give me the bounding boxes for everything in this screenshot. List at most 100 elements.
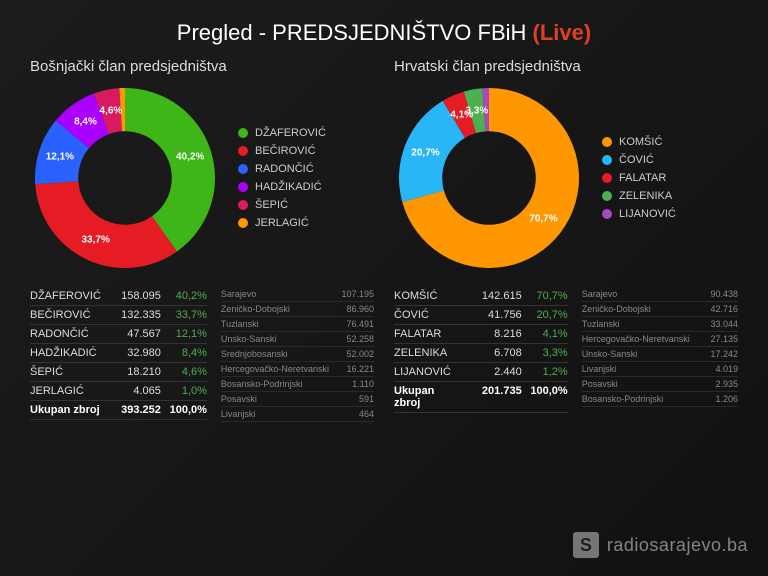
region-value: 90.438 [694, 289, 738, 299]
panel-title: Bošnjački član predsjedništva [30, 58, 374, 75]
legend-item: ŠEPIĆ [238, 199, 326, 211]
region-value: 17.242 [694, 349, 738, 359]
donut-chart: 70,7%20,7%4,1%3,3% [394, 83, 584, 273]
regions-table: Sarajevo 90.438 Zeničko-Dobojski 42.716 … [582, 287, 738, 413]
candidate-name: ZELENIKA [394, 347, 462, 359]
candidate-name: BEČIROVIĆ [30, 309, 101, 321]
region-value: 107.195 [330, 289, 374, 299]
region-value: 76.491 [330, 319, 374, 329]
legend: DŽAFEROVIĆ BEČIROVIĆ RADONČIĆ HADŽIKADIĆ… [238, 127, 326, 229]
legend-label: RADONČIĆ [255, 163, 314, 175]
candidate-name: DŽAFEROVIĆ [30, 290, 101, 302]
legend-item: DŽAFEROVIĆ [238, 127, 326, 139]
candidate-pct: 20,7% [522, 309, 568, 321]
results-table: DŽAFEROVIĆ 158.095 40,2% BEČIROVIĆ 132.3… [30, 287, 207, 422]
region-row: Unsko-Sanski 17.242 [582, 347, 738, 362]
total-pct: 100,0% [161, 404, 207, 416]
candidate-pct: 3,3% [522, 347, 568, 359]
candidate-votes: 32.980 [101, 347, 161, 359]
slice-pct-label: 70,7% [529, 214, 557, 225]
region-row: Posavski 2.935 [582, 377, 738, 392]
results-row: LIJANOVIĆ 2.440 1,2% [394, 363, 568, 382]
results-row: HADŽIKADIĆ 32.980 8,4% [30, 344, 207, 363]
candidate-name: JERLAGIĆ [30, 385, 101, 397]
region-value: 27.135 [694, 334, 738, 344]
legend: KOMŠIĆ ČOVIĆ FALATAR ZELENIKA LIJANOVIĆ [602, 136, 676, 220]
results-row: BEČIROVIĆ 132.335 33,7% [30, 306, 207, 325]
slice-pct-label: 20,7% [411, 147, 439, 158]
candidate-votes: 158.095 [101, 290, 161, 302]
region-name: Unsko-Sanski [221, 334, 330, 344]
region-row: Tuzlanski 76.491 [221, 317, 374, 332]
slice-pct-label: 40,2% [176, 152, 204, 163]
candidate-name: HADŽIKADIĆ [30, 347, 101, 359]
region-value: 33.044 [694, 319, 738, 329]
bottom-row: DŽAFEROVIĆ 158.095 40,2% BEČIROVIĆ 132.3… [30, 287, 374, 422]
region-name: Bosansko-Podrinjski [582, 394, 694, 404]
region-name: Bosansko-Podrinjski [221, 379, 330, 389]
legend-item: JERLAGIĆ [238, 217, 326, 229]
page-title: Pregled - PREDSJEDNIŠTVO FBiH (Live) [30, 20, 738, 46]
candidate-name: FALATAR [394, 328, 462, 340]
region-name: Posavski [582, 379, 694, 389]
region-value: 16.221 [330, 364, 374, 374]
region-row: Livanjski 4.019 [582, 362, 738, 377]
region-value: 52.258 [330, 334, 374, 344]
candidate-votes: 4.065 [101, 385, 161, 397]
chart-row: 40,2%33,7%12,1%8,4%4,6% DŽAFEROVIĆ BEČIR… [30, 83, 374, 273]
slice-pct-label: 4,6% [100, 106, 123, 117]
chart-row: 70,7%20,7%4,1%3,3% KOMŠIĆ ČOVIĆ FALATAR … [394, 83, 738, 273]
region-row: Srednjobosanski 52.002 [221, 347, 374, 362]
regions-table: Sarajevo 107.195 Zeničko-Dobojski 86.960… [221, 287, 374, 422]
region-row: Zeničko-Dobojski 42.716 [582, 302, 738, 317]
region-name: Livanjski [582, 364, 694, 374]
legend-label: FALATAR [619, 172, 666, 184]
total-label: Ukupan zbroj [30, 404, 101, 416]
slice-pct-label: 33,7% [81, 234, 109, 245]
slice-pct-label: 3,3% [465, 105, 488, 116]
region-name: Unsko-Sanski [582, 349, 694, 359]
region-name: Hercegovačko-Neretvanski [582, 334, 694, 344]
results-row: ČOVIĆ 41.756 20,7% [394, 306, 568, 325]
legend-dot [238, 200, 248, 210]
region-name: Tuzlanski [221, 319, 330, 329]
candidate-pct: 1,0% [161, 385, 207, 397]
region-value: 1.206 [694, 394, 738, 404]
legend-item: FALATAR [602, 172, 676, 184]
panel-1: Hrvatski član predsjedništva 70,7%20,7%4… [394, 58, 738, 422]
region-row: Unsko-Sanski 52.258 [221, 332, 374, 347]
region-row: Tuzlanski 33.044 [582, 317, 738, 332]
candidate-name: ŠEPIĆ [30, 366, 101, 378]
region-value: 591 [330, 394, 374, 404]
title-main: PREDSJEDNIŠTVO FBiH [272, 20, 526, 45]
legend-item: KOMŠIĆ [602, 136, 676, 148]
legend-label: KOMŠIĆ [619, 136, 662, 148]
watermark: S radiosarajevo.ba [573, 532, 748, 558]
slice-pct-label: 8,4% [74, 117, 97, 128]
legend-dot [602, 191, 612, 201]
region-value: 4.019 [694, 364, 738, 374]
results-total: Ukupan zbroj 201.735 100,0% [394, 382, 568, 413]
results-row: DŽAFEROVIĆ 158.095 40,2% [30, 287, 207, 306]
results-row: ZELENIKA 6.708 3,3% [394, 344, 568, 363]
region-value: 86.960 [330, 304, 374, 314]
region-row: Hercegovačko-Neretvanski 27.135 [582, 332, 738, 347]
region-name: Tuzlanski [582, 319, 694, 329]
legend-label: DŽAFEROVIĆ [255, 127, 326, 139]
candidate-votes: 8.216 [462, 328, 522, 340]
legend-label: LIJANOVIĆ [619, 208, 676, 220]
title-prefix: Pregled - [177, 20, 272, 45]
election-dashboard: Pregled - PREDSJEDNIŠTVO FBiH (Live) Boš… [0, 0, 768, 576]
candidate-pct: 4,1% [522, 328, 568, 340]
legend-label: ZELENIKA [619, 190, 672, 202]
legend-label: ČOVIĆ [619, 154, 654, 166]
candidate-pct: 8,4% [161, 347, 207, 359]
region-row: Zeničko-Dobojski 86.960 [221, 302, 374, 317]
results-total: Ukupan zbroj 393.252 100,0% [30, 401, 207, 420]
region-row: Hercegovačko-Neretvanski 16.221 [221, 362, 374, 377]
region-row: Bosansko-Podrinjski 1.206 [582, 392, 738, 407]
legend-item: BEČIROVIĆ [238, 145, 326, 157]
legend-dot [238, 146, 248, 156]
candidate-pct: 1,2% [522, 366, 568, 378]
region-value: 1.110 [330, 379, 374, 389]
